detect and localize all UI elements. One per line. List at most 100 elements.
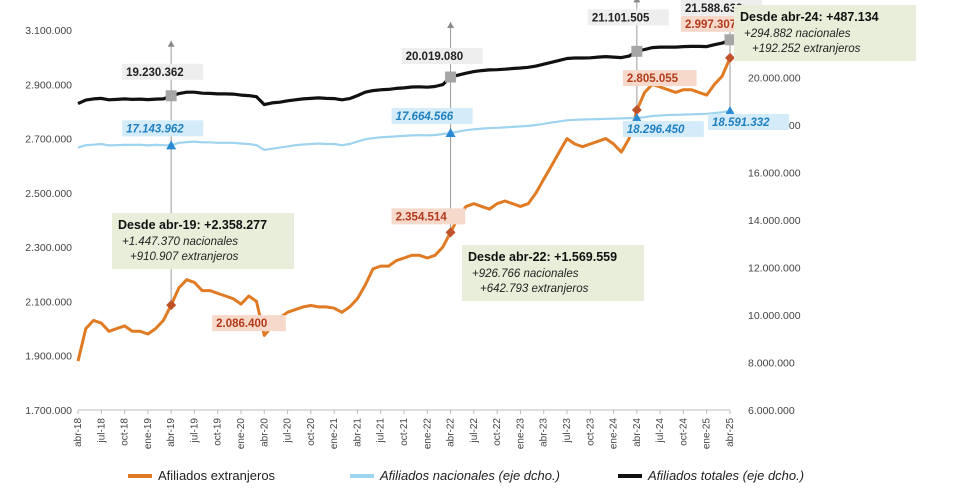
y-left-tick-label: 2.900.000 xyxy=(25,79,72,91)
square-marker xyxy=(165,90,177,102)
data-label-box xyxy=(587,9,669,26)
triangle-marker xyxy=(445,127,456,137)
data-labels: 2.086.400 2.354.514 2.805.055 2.997.307 17.1… xyxy=(122,0,789,332)
data-label: 2.805.055 xyxy=(627,73,679,85)
x-tick-label: abr-25 xyxy=(725,418,736,447)
x-tick-label: abr-20 xyxy=(259,418,270,447)
y-left-tick-label: 1.900.000 xyxy=(25,351,72,363)
x-tick-label: oct-20 xyxy=(306,418,317,446)
x-tick-label: oct-19 xyxy=(213,418,224,446)
x-tick-label: ene-25 xyxy=(702,418,713,450)
data-label: 21.588.639 xyxy=(685,3,743,15)
data-label-box xyxy=(122,120,204,137)
x-tick-label: abr-19 xyxy=(166,418,177,447)
annotation-title: Desde abr-19: +2.358.277 xyxy=(118,218,267,232)
y-left-tick-label: 2.300.000 xyxy=(25,242,72,254)
annotations: Desde abr-19: +2.358.277 +1.447.370 nacio… xyxy=(112,5,916,301)
x-tick-label: ene-24 xyxy=(609,418,620,450)
x-tick-label: ene-23 xyxy=(515,418,526,450)
y-right-tick-label: 10.000.000 xyxy=(748,310,801,322)
annotation-title: Desde abr-24: +487.134 xyxy=(740,10,879,24)
square-marker xyxy=(724,34,736,46)
arrow-icon xyxy=(167,40,175,47)
data-label-box xyxy=(401,48,483,65)
data-label: 21.101.505 xyxy=(592,12,650,24)
data-label: 2.354.514 xyxy=(396,211,448,223)
data-label-box xyxy=(622,120,704,137)
x-tick-label: ene-22 xyxy=(422,418,433,450)
x-tick-label: jul-20 xyxy=(283,418,294,444)
data-label: 18.296.450 xyxy=(627,124,685,136)
x-tick-label: oct-23 xyxy=(585,418,596,446)
triangle-marker xyxy=(166,140,177,150)
annotation-box xyxy=(112,213,294,269)
series-line xyxy=(77,109,731,151)
y-left-tick-label: 3.100.000 xyxy=(25,25,72,37)
series-line xyxy=(77,38,731,107)
legend-label: Afiliados totales (eje dcho.) xyxy=(647,468,804,483)
y-right-tick-label: 8.000.000 xyxy=(748,358,795,370)
x-tick-label: abr-21 xyxy=(352,418,363,447)
data-label-box xyxy=(622,70,697,87)
x-tick-label: ene-20 xyxy=(236,418,247,450)
data-label: 17.664.566 xyxy=(396,111,454,123)
y-right-tick-label: 20.000.000 xyxy=(748,73,801,85)
y-left-tick-label: 2.100.000 xyxy=(25,296,72,308)
annotation-line: +1.447.370 nacionales xyxy=(122,236,238,248)
data-label: 20.019.080 xyxy=(406,51,464,63)
series-line xyxy=(76,57,732,362)
square-marker xyxy=(445,71,457,83)
data-label-box xyxy=(391,208,466,225)
y-right-tick-label: 12.000.000 xyxy=(748,263,801,275)
data-label-box xyxy=(122,63,204,80)
annotation-box xyxy=(734,5,916,61)
annotation-box xyxy=(462,245,644,301)
y-right-tick-label: 6.000.000 xyxy=(748,405,795,417)
x-tick-label: abr-24 xyxy=(632,418,643,447)
arrow-icon xyxy=(633,0,641,3)
x-tick-label: ene-21 xyxy=(329,418,340,450)
legend: Afiliados extranjeros Afiliados nacionale… xyxy=(128,468,804,483)
legend-label: Afiliados nacionales (eje dcho.) xyxy=(379,468,560,483)
y-left-tick-label: 2.700.000 xyxy=(25,134,72,146)
diamond-marker xyxy=(725,52,735,63)
data-label-box xyxy=(391,107,473,124)
x-tick-label: jul-22 xyxy=(469,418,480,444)
x-tick-label: abr-22 xyxy=(446,418,457,447)
arrow-icon xyxy=(447,22,455,29)
diamond-marker xyxy=(445,227,456,238)
x-tick-label: oct-18 xyxy=(120,418,131,446)
x-tick-label: oct-22 xyxy=(492,418,503,446)
annotation-line: +926.766 nacionales xyxy=(472,268,579,280)
data-label: 2.997.307 xyxy=(685,19,736,31)
data-label: 17.143.962 xyxy=(126,123,184,135)
x-tick-label: jul-21 xyxy=(376,418,387,444)
x-tick-label: abr-23 xyxy=(539,418,550,447)
series-lines xyxy=(76,38,732,362)
triangle-marker xyxy=(725,105,735,115)
annotation-line: +642.793 extranjeros xyxy=(480,283,589,295)
annotation-line: +294.882 nacionales xyxy=(744,28,851,40)
y-left-tick-label: 2.500.000 xyxy=(25,188,72,200)
y-left-tick-label: 1.700.000 xyxy=(25,405,72,417)
y-right-tick-label: 14.000.000 xyxy=(748,215,801,227)
annotation-line: +192.252 extranjeros xyxy=(752,43,861,55)
x-tick-label: jul-18 xyxy=(96,418,107,444)
data-label: 2.086.400 xyxy=(216,318,267,330)
data-label-box xyxy=(212,315,286,332)
data-label-box xyxy=(708,113,789,130)
diamond-marker xyxy=(631,105,642,116)
square-marker xyxy=(631,45,643,57)
legend-label: Afiliados extranjeros xyxy=(158,468,276,483)
x-tick-label: jul-24 xyxy=(655,418,666,444)
x-tick-label: oct-24 xyxy=(678,418,689,446)
data-label: 19.230.362 xyxy=(126,67,184,79)
annotation-title: Desde abr-22: +1.569.559 xyxy=(468,250,617,264)
x-tick-label: jul-19 xyxy=(189,418,200,444)
x-tick-label: abr-18 xyxy=(73,418,84,447)
data-markers xyxy=(165,34,736,311)
y-right-tick-label: 16.000.000 xyxy=(748,168,801,180)
triangle-marker xyxy=(631,112,642,122)
annotation-line: +910.907 extranjeros xyxy=(130,251,239,263)
